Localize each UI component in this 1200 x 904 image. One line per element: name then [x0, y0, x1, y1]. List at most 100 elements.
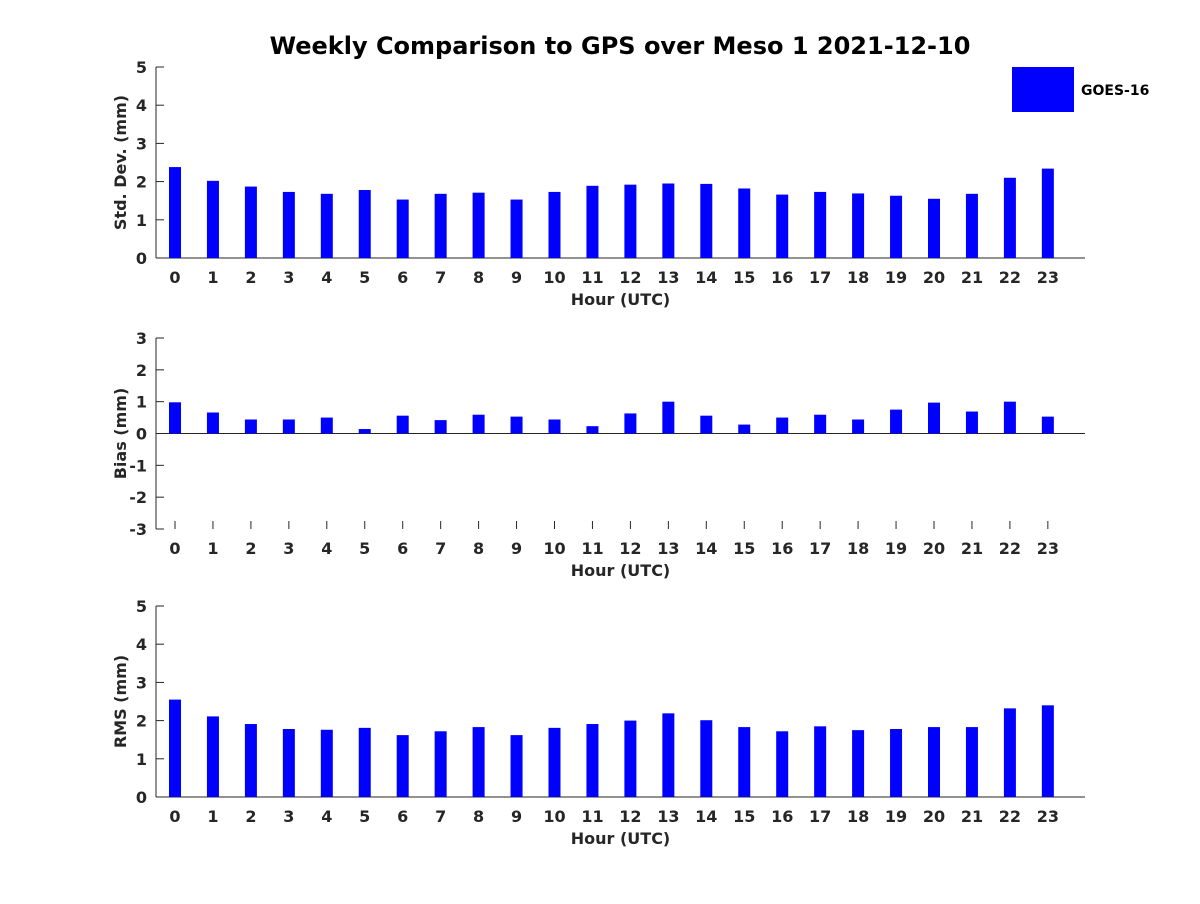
x-tick-label: 23: [1037, 807, 1059, 826]
x-tick-label: 9: [511, 268, 522, 287]
bar-bias-hour-12: [624, 413, 637, 434]
bar-bias-hour-19: [890, 409, 903, 434]
bar-stddev-hour-2: [244, 186, 257, 258]
x-tick-label: 2: [245, 807, 256, 826]
x-axis-label: Hour (UTC): [571, 561, 671, 580]
bar-stddev-hour-22: [1003, 177, 1016, 258]
bar-stddev-hour-1: [206, 180, 219, 258]
bar-bias-hour-3: [282, 419, 295, 434]
x-tick-label: 9: [511, 539, 522, 558]
x-tick-label: 8: [473, 807, 484, 826]
x-tick-label: 0: [169, 539, 180, 558]
x-tick-label: 13: [657, 268, 679, 287]
x-tick-label: 15: [733, 539, 755, 558]
legend-label: GOES-16: [1081, 83, 1149, 99]
x-tick-label: 2: [245, 268, 256, 287]
x-axis-label: Hour (UTC): [571, 290, 671, 309]
bar-bias-hour-9: [510, 416, 523, 434]
x-tick-label: 6: [397, 539, 408, 558]
bar-stddev-hour-0: [169, 167, 181, 258]
x-tick-label: 14: [695, 807, 717, 826]
bar-rms-hour-14: [700, 720, 713, 797]
y-axis-label: RMS (mm): [111, 655, 130, 748]
y-tick-label: 5: [136, 597, 147, 616]
x-tick-label: 14: [695, 268, 717, 287]
bar-stddev-hour-18: [852, 193, 865, 258]
y-tick-label: 1: [136, 750, 147, 769]
bar-bias-hour-6: [396, 415, 409, 434]
x-tick-label: 18: [847, 268, 869, 287]
x-tick-label: 6: [397, 268, 408, 287]
bar-bias-hour-7: [434, 420, 447, 434]
bar-rms-hour-11: [586, 724, 599, 797]
y-tick-label: 5: [136, 58, 147, 77]
x-tick-label: 19: [885, 807, 907, 826]
x-tick-label: 15: [733, 807, 755, 826]
bar-rms-hour-10: [548, 727, 561, 797]
bar-rms-hour-1: [206, 716, 219, 797]
bar-stddev-hour-23: [1041, 168, 1054, 258]
x-tick-label: 22: [999, 268, 1021, 287]
x-tick-label: 8: [473, 539, 484, 558]
bar-rms-hour-17: [814, 726, 827, 797]
x-tick-label: 20: [923, 807, 945, 826]
x-tick-label: 5: [359, 807, 370, 826]
bar-bias-hour-10: [548, 419, 561, 434]
x-tick-label: 18: [847, 539, 869, 558]
bar-rms-hour-4: [320, 729, 333, 797]
x-tick-label: 1: [207, 268, 218, 287]
x-tick-label: 20: [923, 539, 945, 558]
x-tick-label: 7: [435, 268, 446, 287]
bar-rms-hour-2: [244, 724, 257, 797]
bar-rms-hour-21: [965, 727, 978, 797]
x-tick-label: 21: [961, 807, 983, 826]
bar-stddev-hour-5: [358, 190, 371, 258]
chart-title: Weekly Comparison to GPS over Meso 1 202…: [270, 32, 971, 60]
legend: GOES-16: [1012, 67, 1149, 112]
bar-stddev-hour-16: [776, 194, 789, 258]
bar-bias-hour-11: [586, 426, 599, 434]
x-tick-label: 16: [771, 539, 793, 558]
bar-stddev-hour-20: [928, 198, 940, 258]
x-tick-label: 3: [283, 807, 294, 826]
bar-stddev-hour-17: [814, 191, 827, 258]
x-tick-label: 9: [511, 807, 522, 826]
x-tick-label: 22: [999, 807, 1021, 826]
x-tick-label: 10: [543, 539, 565, 558]
bar-stddev-hour-9: [510, 199, 523, 258]
bar-stddev-hour-12: [624, 184, 637, 258]
x-tick-label: 19: [885, 268, 907, 287]
bar-bias-hour-13: [662, 401, 675, 434]
x-tick-label: 8: [473, 268, 484, 287]
x-tick-label: 0: [169, 268, 180, 287]
bar-stddev-hour-15: [738, 188, 751, 258]
bar-stddev-hour-11: [586, 185, 599, 258]
x-tick-label: 2: [245, 539, 256, 558]
bar-rms-hour-3: [282, 729, 295, 797]
x-tick-label: 10: [543, 807, 565, 826]
bar-stddev-hour-4: [320, 193, 333, 258]
x-tick-label: 4: [321, 807, 332, 826]
bar-bias-hour-16: [776, 417, 789, 434]
bar-rms-hour-0: [169, 699, 181, 797]
bar-bias-hour-8: [472, 414, 485, 434]
x-tick-label: 19: [885, 539, 907, 558]
x-tick-label: 5: [359, 268, 370, 287]
y-axis-label: Bias (mm): [111, 388, 130, 480]
x-tick-label: 18: [847, 807, 869, 826]
x-tick-label: 11: [581, 268, 603, 287]
bar-bias-hour-23: [1041, 416, 1054, 434]
bar-bias-hour-21: [965, 411, 978, 434]
x-tick-label: 23: [1037, 268, 1059, 287]
bar-stddev-hour-10: [548, 191, 561, 258]
bar-bias-hour-17: [814, 414, 827, 434]
y-tick-label: 0: [136, 425, 147, 444]
y-tick-label: -2: [129, 488, 147, 507]
y-tick-label: 2: [136, 361, 147, 380]
bar-stddev-hour-3: [282, 191, 295, 258]
x-tick-label: 16: [771, 268, 793, 287]
